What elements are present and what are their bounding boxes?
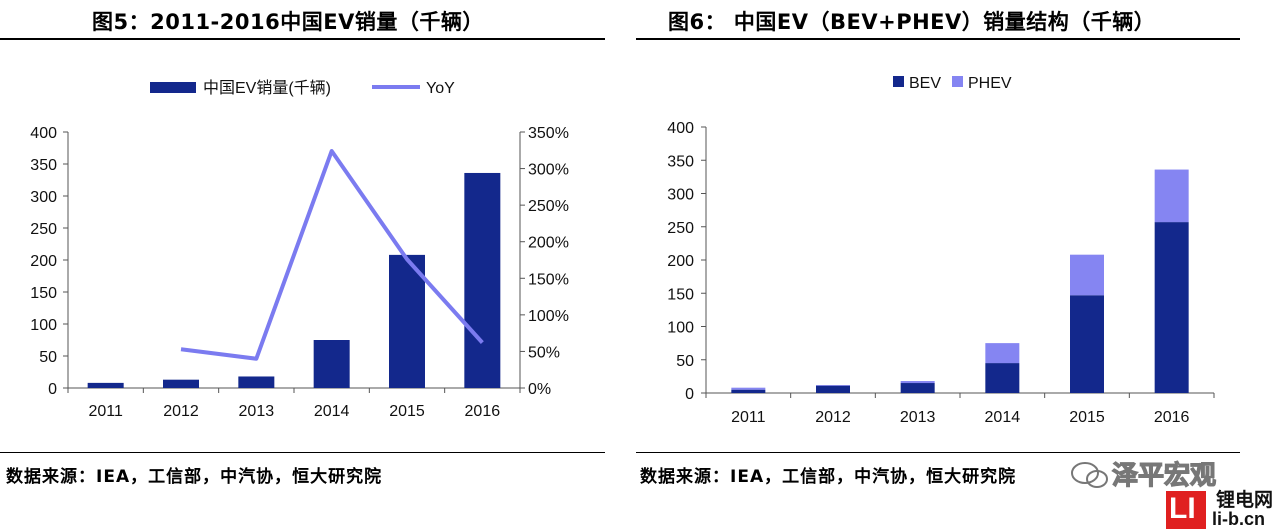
site-logo-text: LI xyxy=(1169,492,1196,525)
figure-6-top-rule xyxy=(636,38,1240,40)
bar-bev xyxy=(731,389,766,393)
legend-label-phev: PHEV xyxy=(968,75,1012,92)
y-tick-label: 200 xyxy=(667,253,694,270)
bar-phev xyxy=(985,343,1020,364)
x-tick-label: 2014 xyxy=(314,403,350,420)
figure-5-title: 图5：2011-2016中国EV销量（千辆） xyxy=(92,10,484,34)
legend-label-yoy: YoY xyxy=(426,80,455,97)
figure-5-source: 数据来源：IEA，工信部，中汽协，恒大研究院 xyxy=(6,467,383,487)
figure-5-chart: 0 50 100 150 200 250 300 350 400 0% 50% 100% 150% 200… xyxy=(30,79,569,420)
y-right-tick-label: 0% xyxy=(528,381,551,398)
legend-swatch-ev-sales xyxy=(150,82,196,93)
y-right-tick-label: 250% xyxy=(528,198,569,215)
y-right-tick-label: 100% xyxy=(528,308,569,325)
y-right-tick-label: 200% xyxy=(528,235,569,252)
bar-phev xyxy=(731,387,766,390)
x-tick-label: 2016 xyxy=(465,403,501,420)
y-tick-label: 50 xyxy=(676,353,694,370)
y-left-tick-label: 100 xyxy=(30,317,57,334)
bar-ev-sales xyxy=(313,340,350,388)
y-right-tick-label: 50% xyxy=(528,344,560,361)
y-left-tick-label: 50 xyxy=(39,349,57,366)
x-tick-label: 2015 xyxy=(1069,409,1105,426)
y-tick-label: 350 xyxy=(667,153,694,170)
y-left-tick-label: 400 xyxy=(30,125,57,142)
bar-bev xyxy=(1154,222,1189,393)
legend-label-bev: BEV xyxy=(909,75,941,92)
bar-bev xyxy=(1070,295,1104,393)
site-url: li-b.cn xyxy=(1212,509,1265,529)
x-tick-label: 2011 xyxy=(731,409,766,426)
wechat-icon xyxy=(1071,462,1108,488)
watermark-brand: 泽平宏观 xyxy=(1111,460,1217,491)
y-left-tick-label: 150 xyxy=(30,285,57,302)
x-tick-label: 2012 xyxy=(163,403,199,420)
bar-bev xyxy=(985,363,1020,393)
y-tick-label: 150 xyxy=(667,286,694,303)
bar-ev-sales xyxy=(238,376,275,388)
y-tick-label: 100 xyxy=(667,320,694,337)
y-left-tick-label: 300 xyxy=(30,189,57,206)
watermark: 泽平宏观 LI 锂电网 li-b.cn xyxy=(1068,455,1280,532)
x-tick-label: 2014 xyxy=(985,409,1021,426)
figure-5-panel: 图5：2011-2016中国EV销量（千辆） 0 50 100 150 200 250 30… xyxy=(0,0,605,532)
bar-ev-sales xyxy=(464,172,501,388)
line-yoy xyxy=(180,149,484,361)
x-tick-label: 2013 xyxy=(239,403,275,420)
y-tick-label: 250 xyxy=(667,220,694,237)
bar-ev-sales xyxy=(87,382,124,388)
x-tick-label: 2012 xyxy=(815,409,851,426)
figure-5-top-rule xyxy=(0,38,605,40)
site-name: 锂电网 xyxy=(1216,489,1274,511)
bar-phev xyxy=(900,381,935,384)
y-right-tick-label: 300% xyxy=(528,162,569,179)
figure-6-chart: 0 50 100 150 200 250 300 350 400 2011 2012 2013 2014… xyxy=(667,75,1215,426)
y-left-tick-label: 350 xyxy=(30,157,57,174)
bar-bev xyxy=(816,385,850,393)
y-tick-label: 300 xyxy=(667,187,694,204)
x-tick-label: 2016 xyxy=(1154,409,1190,426)
x-tick-label: 2015 xyxy=(389,403,425,420)
legend-label-ev-sales: 中国EV销量(千辆) xyxy=(203,79,331,97)
y-right-tick-label: 150% xyxy=(528,271,569,288)
y-left-tick-label: 200 xyxy=(30,253,57,270)
y-left-tick-label: 0 xyxy=(48,381,57,398)
figure-6-title: 图6： 中国EV（BEV+PHEV）销量结构（千辆） xyxy=(668,10,1156,34)
y-left-tick-label: 250 xyxy=(30,221,57,238)
bar-phev xyxy=(816,385,850,386)
site-logo: LI xyxy=(1166,491,1206,529)
figure-6-panel: 图6： 中国EV（BEV+PHEV）销量结构（千辆） 0 50 100 150 200 2… xyxy=(636,0,1280,532)
bar-phev xyxy=(1154,169,1189,223)
y-right-tick-label: 350% xyxy=(528,125,569,142)
legend-swatch-phev xyxy=(952,76,963,87)
x-tick-label: 2013 xyxy=(900,409,936,426)
bar-ev-sales xyxy=(163,379,199,388)
figure-6-bottom-rule xyxy=(636,452,1240,453)
bar-phev xyxy=(1070,254,1104,296)
y-tick-label: 0 xyxy=(685,386,694,403)
y-tick-label: 400 xyxy=(667,120,694,137)
bar-ev-sales xyxy=(389,254,425,388)
legend-swatch-bev xyxy=(893,76,904,87)
x-tick-label: 2011 xyxy=(88,403,123,420)
bar-bev xyxy=(900,383,935,393)
figure-6-source: 数据来源：IEA，工信部，中汽协，恒大研究院 xyxy=(640,467,1017,487)
figure-5-bottom-rule xyxy=(0,452,605,453)
